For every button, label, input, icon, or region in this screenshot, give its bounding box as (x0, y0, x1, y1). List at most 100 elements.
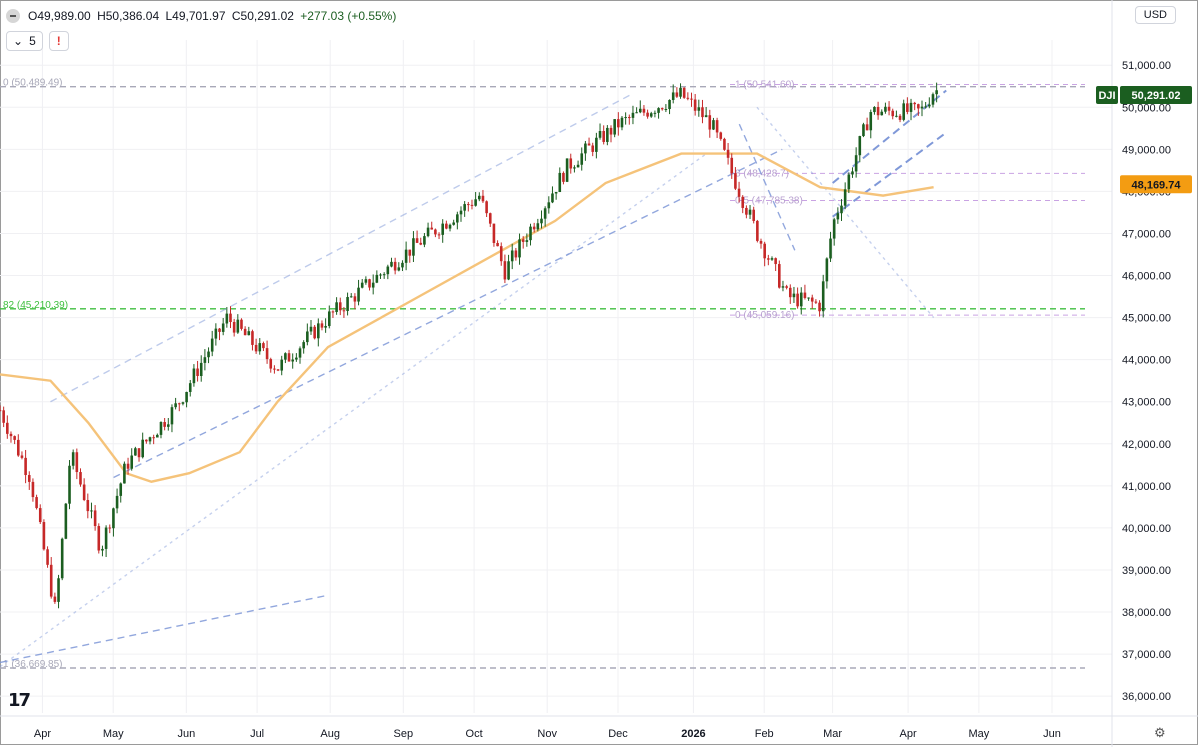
candle-body (126, 463, 130, 469)
candle-body (628, 117, 631, 119)
candle-body (481, 195, 485, 202)
level-label: 0 (50,489.49) (3, 78, 63, 89)
y-tick-label: 36,000.00 (1122, 691, 1171, 703)
candle-body (540, 218, 543, 224)
eye-toggle-icon[interactable]: ⌄ (13, 34, 24, 48)
candle-body (210, 338, 214, 352)
candle-body (825, 258, 829, 282)
gear-icon[interactable]: ⚙ (1154, 725, 1166, 740)
candle-body (426, 227, 430, 237)
candle-body (408, 249, 412, 256)
candle-body (20, 455, 24, 458)
x-tick-label: Apr (900, 728, 917, 740)
candle-body (35, 497, 38, 509)
candle-body (770, 258, 774, 260)
candle-body (880, 111, 884, 116)
candle-body (617, 119, 620, 128)
candle-body (60, 538, 64, 579)
candle-body (653, 112, 657, 114)
warning-icon[interactable]: ! (48, 31, 69, 51)
candle-body (745, 207, 748, 215)
candle-body (642, 108, 646, 113)
candle-body (397, 267, 401, 271)
candle-body (364, 279, 368, 283)
candle-body (928, 104, 931, 107)
x-tick-label: 2026 (681, 728, 705, 740)
candle-body (331, 311, 335, 313)
trendline (113, 148, 783, 479)
close-value: C50,291.02 (231, 9, 294, 23)
candle-body (327, 311, 331, 327)
y-tick-label: 38,000.00 (1122, 607, 1171, 619)
trendline (832, 131, 947, 218)
x-tick-label: Jun (177, 728, 195, 740)
candle-body (57, 578, 60, 602)
x-tick-label: Jun (1043, 728, 1061, 740)
ohlc-values: O49,989.00 H50,386.04 L49,701.97 C50,291… (28, 9, 399, 23)
candle-body (554, 192, 558, 194)
candle-body (6, 422, 9, 434)
candle-body (104, 527, 108, 549)
candle-body (218, 328, 221, 332)
x-tick-label: Apr (34, 728, 51, 740)
interval-button[interactable]: ⌄ 5 (6, 31, 43, 51)
minus-circle-icon[interactable] (6, 9, 20, 23)
candle-body (64, 503, 68, 539)
change-value: +277.03 (+0.55%) (300, 9, 397, 23)
candle-body (254, 344, 258, 352)
candle-body (635, 112, 638, 114)
candle-body (71, 452, 75, 466)
candle-body (518, 239, 521, 258)
candle-body (935, 90, 938, 95)
interval-value: 5 (29, 34, 36, 48)
y-tick-label: 45,000.00 (1122, 313, 1171, 325)
candle-body (404, 249, 408, 263)
candle-body (240, 319, 243, 329)
candle-body (401, 262, 404, 268)
x-tick-label: Sep (394, 728, 414, 740)
candle-body (562, 172, 565, 182)
candle-body (558, 172, 562, 193)
candle-body (774, 258, 777, 265)
candle-body (412, 238, 415, 256)
candle-body (821, 281, 825, 312)
candle-body (459, 210, 463, 215)
candle-body (690, 98, 693, 100)
candle-body (174, 403, 177, 408)
x-tick-label: Mar (823, 728, 842, 740)
fib-level-label: 1 (50,541.60) (735, 80, 795, 91)
level-label: 1 (36,669.85) (3, 659, 63, 670)
candle-body (887, 106, 891, 111)
candle-body (785, 286, 788, 288)
candle-body (273, 368, 276, 370)
trendline (50, 94, 632, 403)
fib-level-label: 0.5 (47,785.38) (735, 195, 803, 206)
candle-body (686, 97, 690, 99)
y-tick-label: 37,000.00 (1122, 649, 1171, 661)
candle-body (49, 564, 53, 597)
grid (0, 40, 1112, 713)
candle-body (196, 368, 199, 376)
candle-body (232, 322, 236, 333)
candle-body (108, 527, 112, 529)
ma-value-text: 48,169.74 (1132, 179, 1182, 191)
trendline (0, 594, 329, 664)
candle-body (840, 205, 843, 214)
candle-body (287, 353, 291, 362)
candle-body (112, 508, 115, 529)
candle-body (188, 383, 192, 392)
candle-body (532, 226, 536, 230)
currency-selector[interactable]: USD (1134, 6, 1176, 24)
candle-body (207, 351, 210, 358)
candle-body (229, 313, 232, 323)
candle-body (97, 526, 101, 551)
candle-body (682, 87, 686, 98)
candle-body (671, 92, 675, 100)
tradingview-logo-icon[interactable]: 17 (8, 690, 31, 711)
candle-body (693, 99, 697, 111)
candle-body (53, 596, 57, 602)
last-price-text: 50,291.02 (1132, 90, 1181, 102)
trendline (738, 123, 796, 251)
y-tick-label: 40,000.00 (1122, 523, 1171, 535)
